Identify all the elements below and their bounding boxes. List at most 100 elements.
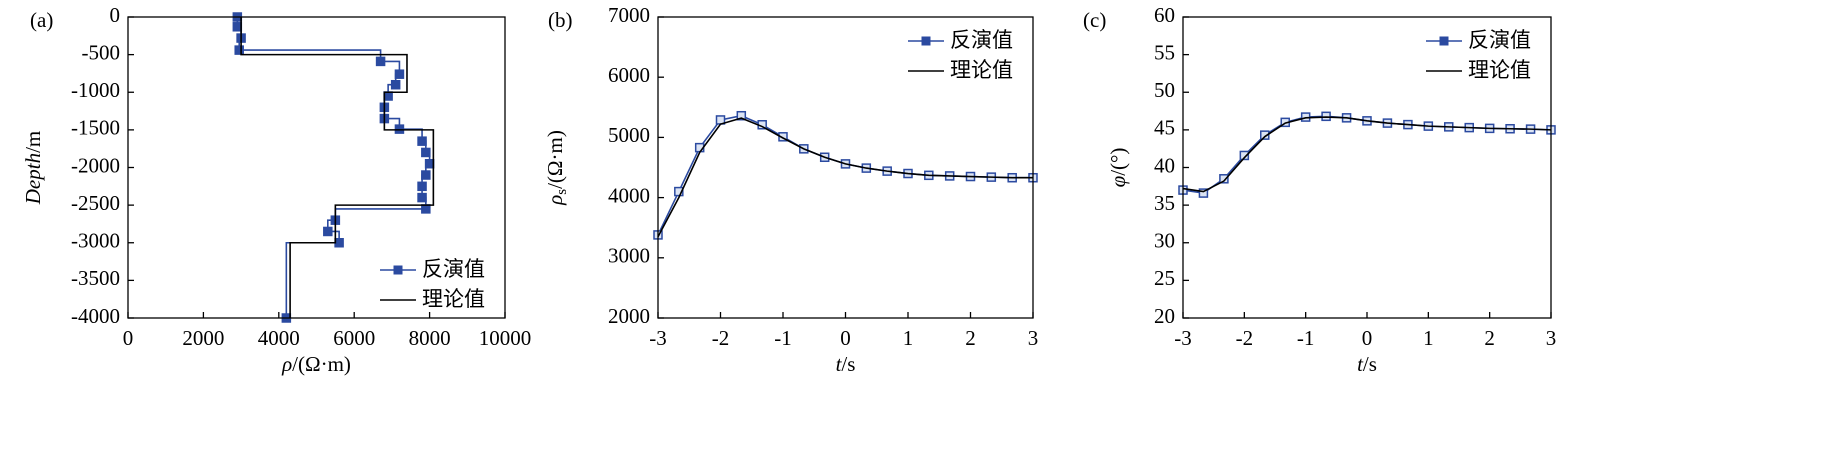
x-tick-label: -1: [1297, 326, 1315, 350]
x-tick-label: 2: [1484, 326, 1495, 350]
y-tick-label: -2000: [71, 153, 120, 177]
x-label-part: ρ: [281, 352, 292, 376]
marker: [674, 186, 684, 197]
x-label-part: t: [1357, 352, 1364, 376]
y-label-part: ρ: [543, 195, 567, 206]
y-tick-label: 55: [1154, 40, 1175, 64]
y-label-part: s: [554, 189, 570, 195]
x-tick-label: 0: [840, 326, 851, 350]
x-tick-label: 0: [123, 326, 134, 350]
marker: [424, 158, 435, 169]
y-tick-label: 7000: [608, 3, 650, 27]
marker: [323, 226, 333, 237]
marker: [375, 56, 386, 67]
y-tick-label: 20: [1154, 304, 1175, 328]
marker: [778, 132, 788, 142]
series-line: [657, 117, 1033, 238]
x-tick-label: -2: [712, 326, 730, 350]
y-tick-label: -4000: [71, 304, 120, 328]
y-tick-label: 3000: [608, 244, 650, 268]
x-tick-label: -3: [1174, 326, 1192, 350]
marker: [417, 136, 427, 146]
y-tick-label: 2000: [608, 304, 650, 328]
series-line: [240, 17, 435, 318]
y-tick-label: 25: [1154, 266, 1175, 290]
marker: [394, 69, 405, 79]
marker: [234, 45, 244, 55]
y-tick-label: -2500: [71, 191, 120, 215]
y-tick-label: 40: [1154, 153, 1175, 177]
x-tick-label: -2: [1236, 326, 1254, 350]
x-label-part: /s: [1363, 352, 1377, 376]
x-tick-label: 3: [1028, 326, 1039, 350]
y-tick-label: 5000: [608, 123, 650, 147]
x-tick-label: 10000: [479, 326, 532, 350]
marker: [421, 147, 431, 158]
y-tick-label: -3000: [71, 229, 120, 253]
y-axis-label: ρs/(Ω·m): [543, 130, 571, 206]
series-line: [1182, 116, 1552, 193]
y-axis-label: φ/(°): [1106, 148, 1130, 188]
y-tick-label: 6000: [608, 63, 650, 87]
x-tick-label: 1: [1423, 326, 1434, 350]
x-label-part: /s: [841, 352, 855, 376]
y-tick-label: -3500: [71, 266, 120, 290]
x-axis-label: t/s: [1357, 352, 1377, 376]
legend-marker: [921, 36, 931, 46]
x-tick-label: 3: [1546, 326, 1557, 350]
panel-label: (c): [1083, 8, 1106, 32]
y-tick-label: 50: [1154, 78, 1175, 102]
y-axis-label: Depth/m: [21, 131, 45, 206]
marker: [390, 79, 401, 90]
y-label-part: /m: [21, 131, 45, 153]
x-tick-label: 6000: [333, 326, 375, 350]
marker: [232, 22, 243, 32]
legend-label: 理论值: [950, 58, 1013, 82]
marker: [1239, 150, 1250, 161]
y-tick-label: 35: [1154, 191, 1175, 215]
legend-marker: [393, 265, 403, 275]
x-tick-label: -1: [774, 326, 792, 350]
marker: [1198, 188, 1209, 198]
y-label-part: /(°): [1106, 148, 1130, 176]
marker: [1219, 174, 1229, 184]
y-tick-label: 60: [1154, 3, 1175, 27]
x-tick-label: 1: [903, 326, 914, 350]
x-tick-label: 2: [965, 326, 976, 350]
marker: [736, 110, 747, 121]
marker: [421, 170, 431, 180]
x-tick-label: 8000: [409, 326, 451, 350]
marker: [334, 238, 344, 248]
y-tick-label: 4000: [608, 183, 650, 207]
y-tick-label: 30: [1154, 229, 1175, 253]
x-tick-label: 4000: [258, 326, 300, 350]
legend-label: 反演值: [950, 28, 1013, 52]
x-tick-label: 2000: [182, 326, 224, 350]
y-tick-label: -1000: [71, 78, 120, 102]
legend-label: 理论值: [422, 287, 485, 311]
y-label-part: /(Ω·m): [543, 130, 567, 189]
y-tick-label: 0: [110, 3, 121, 27]
marker: [417, 192, 427, 203]
legend-label: 反演值: [422, 257, 485, 281]
legend-marker: [1439, 36, 1449, 46]
x-tick-label: -3: [649, 326, 667, 350]
x-tick-label: 0: [1362, 326, 1373, 350]
x-axis-label: ρ/(Ω·m): [281, 352, 351, 376]
y-tick-label: -500: [82, 40, 121, 64]
marker: [383, 91, 393, 101]
x-label-part: t: [836, 352, 843, 376]
y-tick-label: -1500: [71, 116, 120, 140]
y-label-part: φ: [1106, 175, 1130, 187]
marker: [421, 204, 431, 214]
marker: [1260, 130, 1270, 140]
y-tick-label: 45: [1154, 116, 1175, 140]
x-label-part: /(Ω·m): [292, 352, 351, 376]
x-axis-label: t/s: [836, 352, 856, 376]
y-label-part: Depth: [21, 153, 45, 205]
marker: [417, 181, 427, 192]
legend-label: 理论值: [1468, 58, 1531, 82]
legend-label: 反演值: [1468, 28, 1531, 52]
